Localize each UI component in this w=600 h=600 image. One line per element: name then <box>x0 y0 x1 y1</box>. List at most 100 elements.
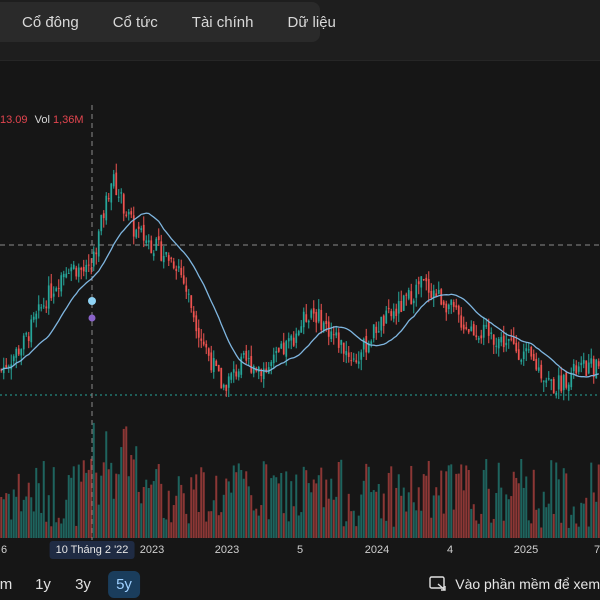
candle-body <box>12 356 15 362</box>
candle-body <box>315 311 318 323</box>
chart-canvas[interactable] <box>0 60 600 540</box>
candle-body <box>455 305 458 308</box>
candle-body <box>310 310 313 318</box>
range-button-1y[interactable]: 1y <box>35 576 51 593</box>
volume-bar <box>455 473 458 538</box>
volume-bar <box>400 495 403 538</box>
candle-body <box>85 264 88 272</box>
volume-bar <box>152 481 155 538</box>
range-button-3y[interactable]: 3y <box>75 576 91 593</box>
candle-body <box>495 345 498 347</box>
volume-bar <box>582 503 585 538</box>
candle-body <box>140 228 143 230</box>
volume-bar <box>155 469 158 538</box>
candle-body <box>547 378 550 380</box>
volume-bar <box>417 487 420 538</box>
range-button-m[interactable]: m <box>0 576 13 593</box>
range-selector-bar: m 1y 3y 5y Vào phần mềm để xem <box>0 566 600 600</box>
volume-bar <box>245 471 248 538</box>
volume-bar <box>430 517 433 538</box>
section-tabs: Cổ đông Cổ tức Tài chính Dữ liệu <box>0 2 336 42</box>
volume-bar <box>250 495 253 538</box>
candle-body <box>210 352 213 371</box>
volume-bar <box>290 481 293 538</box>
candle-body <box>197 327 200 338</box>
candle-body <box>337 332 340 348</box>
stock-chart[interactable] <box>0 60 600 540</box>
volume-bar <box>302 466 305 538</box>
candle-body <box>262 368 265 380</box>
candle-body <box>57 287 60 289</box>
volume-bar <box>217 515 220 538</box>
candle-body <box>597 361 600 367</box>
volume-bar <box>332 499 335 538</box>
volume-bar <box>5 493 8 538</box>
volume-bar <box>132 459 135 538</box>
candle-body <box>117 196 120 198</box>
volume-bar <box>112 498 115 538</box>
candle-body <box>582 360 585 364</box>
volume-bar <box>212 500 215 538</box>
candle-body <box>230 373 233 380</box>
x-tick-label: 2023 <box>214 544 240 556</box>
volume-bar <box>277 483 280 538</box>
candle-body <box>385 310 388 324</box>
volume-bar <box>320 467 323 538</box>
candle-body <box>535 358 538 370</box>
candle-body <box>360 352 363 360</box>
candle-body <box>350 360 353 362</box>
volume-bar <box>230 492 233 538</box>
volume-bar <box>382 493 385 538</box>
legend-vol-label: Vol <box>34 114 50 126</box>
candle-body <box>105 195 108 221</box>
volume-bar <box>440 470 443 538</box>
open-app-link[interactable]: Vào phần mềm để xem <box>429 576 600 592</box>
candle-body <box>35 313 38 320</box>
volume-bar <box>525 476 528 538</box>
volume-bar <box>147 488 150 538</box>
candle-body <box>192 311 195 318</box>
volume-bar <box>247 486 250 538</box>
volume-bar <box>17 473 20 538</box>
candle-body <box>462 324 465 330</box>
x-tick-label: 4 <box>446 544 454 556</box>
volume-bar <box>510 496 513 538</box>
volume-bar <box>555 462 558 538</box>
volume-bar <box>547 503 550 538</box>
tab-dividends[interactable]: Cổ tức <box>112 13 158 31</box>
volume-bar <box>127 476 130 538</box>
volume-bar <box>232 465 235 538</box>
candle-body <box>545 380 548 383</box>
volume-bar <box>200 467 203 538</box>
volume-bar <box>182 493 185 538</box>
volume-bar <box>70 477 73 538</box>
volume-bar <box>437 495 440 538</box>
candle-body <box>482 324 485 338</box>
volume-bar <box>565 473 568 538</box>
candle-body <box>425 277 428 282</box>
candle-body <box>320 309 323 330</box>
tab-shareholders[interactable]: Cổ đông <box>22 13 79 31</box>
volume-bar <box>450 464 453 538</box>
tab-financials[interactable]: Tài chính <box>191 13 254 31</box>
volume-bar <box>102 462 105 538</box>
volume-bar <box>130 455 133 538</box>
volume-bar <box>412 502 415 538</box>
volume-bar <box>387 472 390 538</box>
candle-body <box>340 340 343 345</box>
candle-body <box>540 364 543 379</box>
candle-body <box>52 293 55 297</box>
crosshair-price-marker <box>88 297 96 305</box>
volume-bar <box>170 522 173 538</box>
volume-bar <box>162 517 165 538</box>
candle-body <box>70 267 73 272</box>
range-button-5y[interactable]: 5y <box>108 571 140 598</box>
candle-body <box>295 333 298 343</box>
candle-body <box>55 288 58 292</box>
tab-data[interactable]: Dữ liệu <box>287 13 336 31</box>
volume-bar <box>257 515 260 538</box>
volume-bar <box>480 513 483 538</box>
candle-body <box>170 257 173 259</box>
candle-body <box>205 343 208 348</box>
volume-bar <box>447 465 450 538</box>
